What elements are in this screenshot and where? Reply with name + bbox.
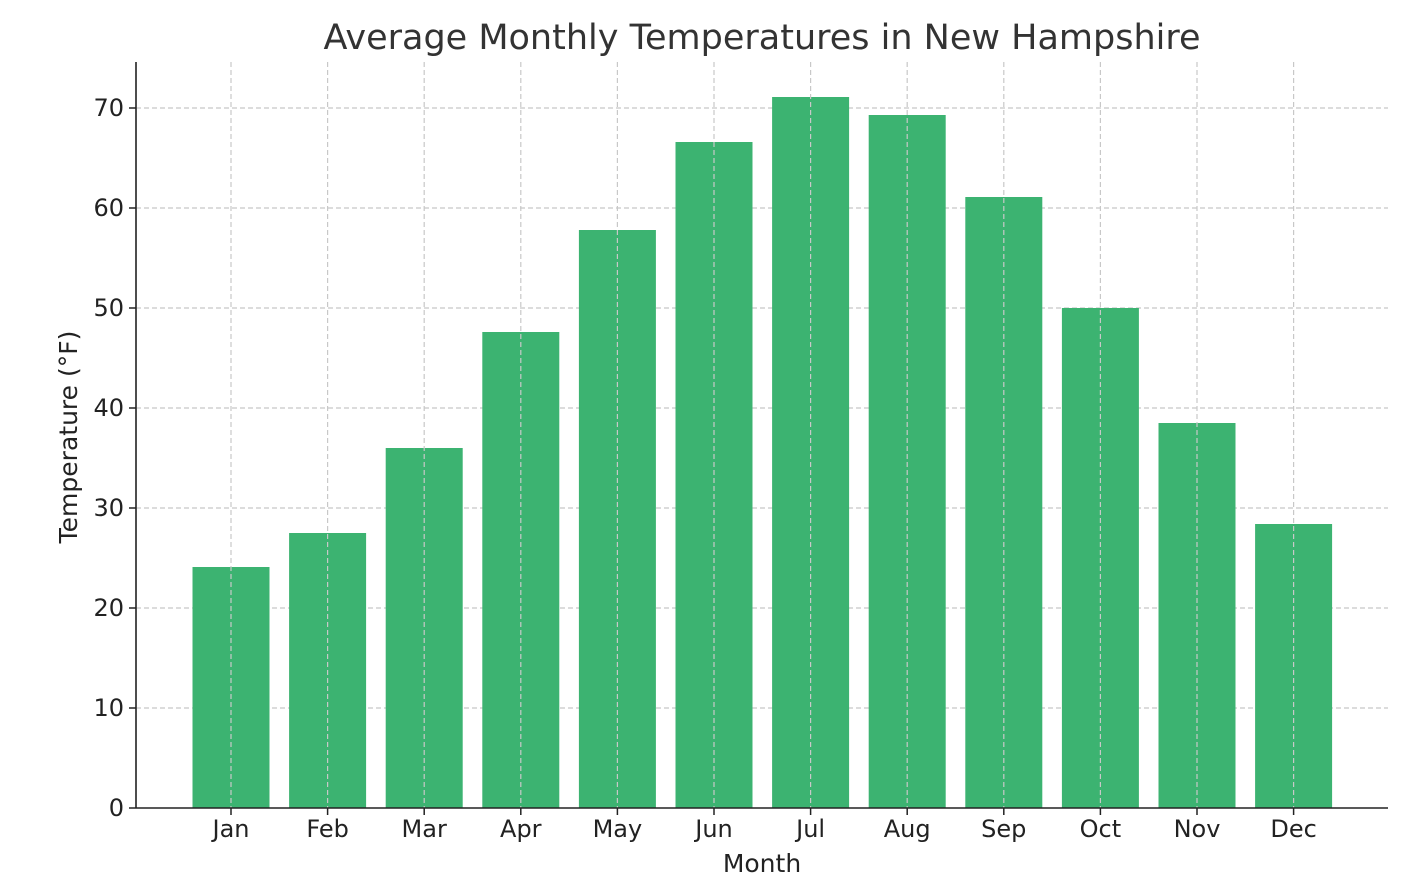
x-tick-label-may: May <box>593 815 643 843</box>
x-tick-labels: Jan Feb Mar Apr May Jun Jul Aug Sep Oct Nov Dec <box>211 815 1317 843</box>
axes-layer <box>129 62 1388 815</box>
y-tick-label: 0 <box>109 794 124 822</box>
vertical-grid-layer <box>230 62 1295 808</box>
x-tick-label-feb: Feb <box>306 815 349 843</box>
x-axis-title: Month <box>723 849 801 878</box>
y-tick-label: 20 <box>93 594 124 622</box>
y-tick-label: 60 <box>93 194 124 222</box>
x-tick-label-nov: Nov <box>1174 815 1221 843</box>
y-tick-label: 40 <box>93 394 124 422</box>
y-tick-label: 70 <box>93 94 124 122</box>
y-tick-label: 10 <box>93 694 124 722</box>
x-tick-label-aug: Aug <box>884 815 931 843</box>
y-tick-label: 30 <box>93 494 124 522</box>
x-tick-label-jul: Jul <box>794 815 825 843</box>
y-axis-title: Temperature (°F) <box>54 331 83 545</box>
x-tick-label-jun: Jun <box>693 815 733 843</box>
bars-layer <box>192 97 1333 808</box>
x-tick-label-mar: Mar <box>402 815 447 843</box>
bar-mar <box>385 448 463 808</box>
bar-jul <box>772 97 850 808</box>
x-tick-label-oct: Oct <box>1080 815 1122 843</box>
x-tick-label-jan: Jan <box>211 815 250 843</box>
x-tick-label-dec: Dec <box>1270 815 1316 843</box>
chart-title: Average Monthly Temperatures in New Hamp… <box>323 18 1200 58</box>
y-tick-label: 50 <box>93 294 124 322</box>
y-tick-labels: 0 10 20 30 40 50 60 70 <box>93 94 124 822</box>
x-tick-label-sep: Sep <box>981 815 1026 843</box>
x-tick-label-apr: Apr <box>500 815 542 843</box>
